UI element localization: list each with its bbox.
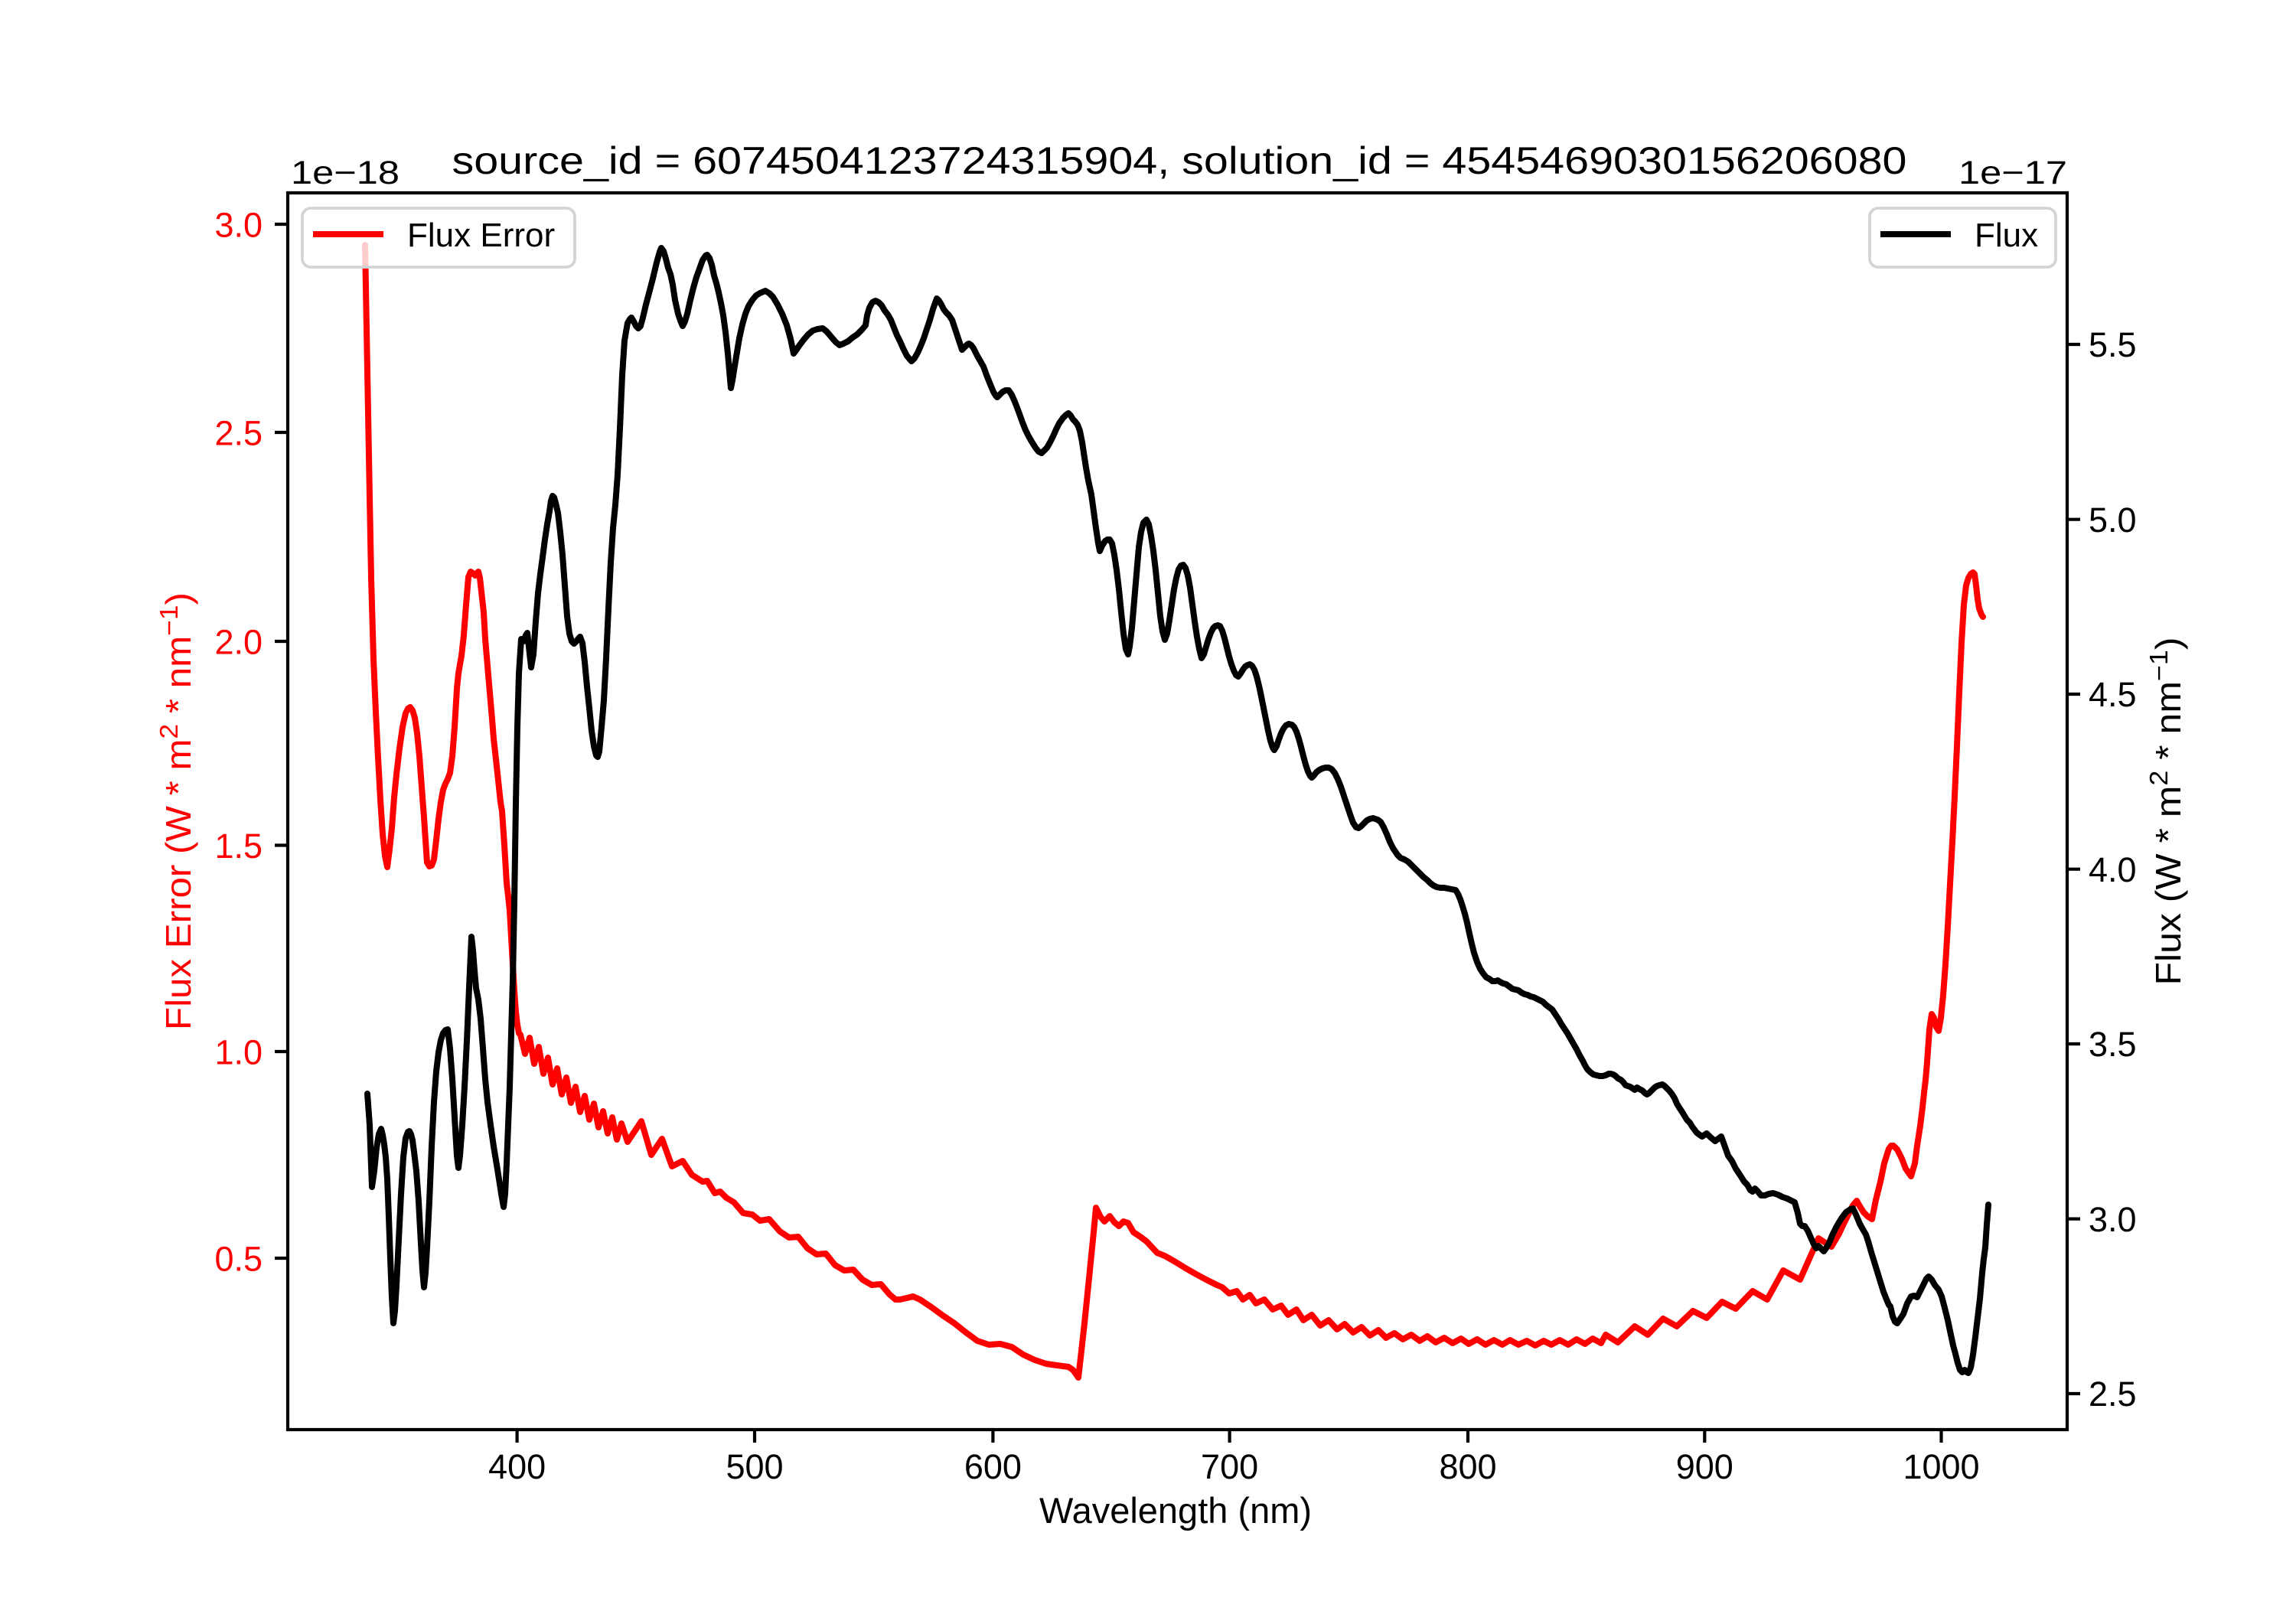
svg-text:Flux (W * m2 * nm−1): Flux (W * m2 * nm−1) [2144, 638, 2188, 986]
svg-text:5.5: 5.5 [2089, 325, 2137, 364]
svg-text:500: 500 [726, 1447, 783, 1486]
svg-text:1.0: 1.0 [214, 1032, 263, 1071]
svg-text:700: 700 [1201, 1447, 1258, 1486]
svg-text:Flux Error: Flux Error [407, 217, 555, 254]
svg-text:1000: 1000 [1903, 1447, 1979, 1486]
svg-text:3.0: 3.0 [214, 205, 263, 244]
svg-text:400: 400 [488, 1447, 546, 1486]
svg-text:5.0: 5.0 [2089, 501, 2137, 540]
svg-text:4.5: 4.5 [2089, 675, 2137, 714]
svg-text:3.5: 3.5 [2089, 1025, 2137, 1064]
svg-text:800: 800 [1439, 1447, 1496, 1486]
svg-text:Wavelength (nm): Wavelength (nm) [1039, 1490, 1312, 1531]
svg-text:2.0: 2.0 [214, 622, 263, 661]
svg-text:900: 900 [1676, 1447, 1733, 1486]
svg-text:3.0: 3.0 [2089, 1200, 2137, 1239]
svg-text:Flux: Flux [1975, 217, 2038, 254]
svg-text:source_id = 607450412372431590: source_id = 6074504123724315904, solutio… [452, 139, 1907, 182]
svg-text:1.5: 1.5 [214, 827, 263, 866]
svg-text:2.5: 2.5 [2089, 1375, 2137, 1414]
svg-text:Flux Error (W * m2 * nm−1): Flux Error (W * m2 * nm−1) [155, 592, 198, 1030]
svg-text:1e−18: 1e−18 [291, 155, 400, 191]
svg-text:4.0: 4.0 [2089, 850, 2137, 889]
svg-text:0.5: 0.5 [214, 1239, 263, 1278]
svg-text:600: 600 [964, 1447, 1022, 1486]
svg-text:1e−17: 1e−17 [1958, 155, 2067, 191]
svg-text:2.5: 2.5 [214, 413, 263, 452]
